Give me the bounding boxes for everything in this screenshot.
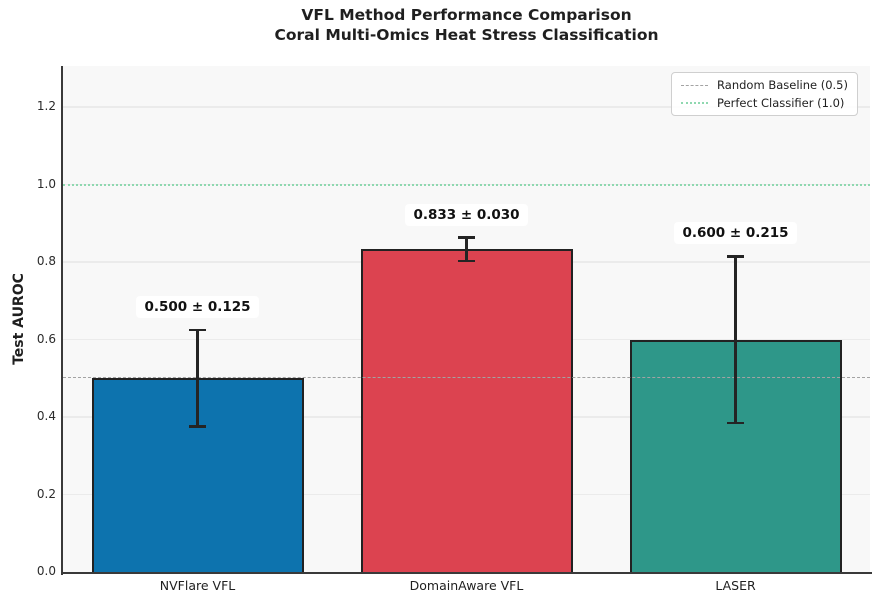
dashed-line-sample — [681, 84, 709, 86]
y-tick-label: 1.0 — [36, 176, 56, 191]
perfect-classifier-1-0-line — [63, 183, 870, 186]
error-bar-cap — [458, 259, 475, 263]
value-label-text: 0.500 ± 0.125 — [136, 295, 259, 318]
value-label: 0.833 ± 0.030 — [357, 203, 577, 226]
legend-entry-perfect-classifier: Perfect Classifier (1.0) — [681, 96, 848, 110]
error-bar-cap — [727, 254, 744, 258]
bottom-axis-spine — [61, 572, 872, 575]
y-tick-label: 0.8 — [36, 254, 56, 269]
legend-label: Random Baseline (0.5) — [717, 78, 848, 92]
legend: Random Baseline (0.5) Perfect Classifier… — [671, 72, 858, 116]
bar-domainaware-vfl — [360, 249, 573, 572]
error-bar-laser — [734, 256, 737, 423]
error-bar-cap — [189, 425, 206, 428]
y-tick-label: 0.4 — [36, 409, 56, 424]
value-label-text: 0.833 ± 0.030 — [405, 203, 528, 226]
error-bar-domainaware-vfl — [465, 237, 468, 261]
y-tick-label: 1.2 — [36, 99, 56, 114]
x-tick-label-laser: LASER — [715, 578, 756, 593]
error-bar-cap — [458, 236, 475, 239]
value-label-text: 0.600 ± 0.215 — [674, 222, 797, 245]
x-tick-label-nvflare-vfl: NVFlare VFL — [159, 578, 236, 593]
left-axis-spine — [61, 66, 64, 575]
x-tick-label-domainaware-vfl: DomainAware VFL — [409, 578, 524, 593]
value-label: 0.500 ± 0.125 — [88, 295, 308, 318]
y-tick-label: 0.6 — [36, 331, 56, 346]
legend-entry-random-baseline: Random Baseline (0.5) — [681, 78, 848, 92]
gridline — [63, 106, 870, 108]
y-axis-label: Test AUROC — [11, 273, 27, 365]
random-baseline-0-5-line — [63, 377, 870, 379]
plot-area: 0.500 ± 0.125 0.833 ± 0.030 0.600 ± 0.215 — [63, 66, 870, 572]
legend-label: Perfect Classifier (1.0) — [717, 96, 845, 110]
y-tick-label: 0.0 — [36, 564, 56, 578]
error-bar-cap — [189, 328, 206, 332]
chart-title-line-1: VFL Method Performance Comparison — [301, 6, 632, 24]
error-bar-nvflare-vfl — [196, 329, 199, 427]
y-tick-label: 0.2 — [36, 486, 56, 501]
error-bar-cap — [727, 421, 744, 425]
value-label: 0.600 ± 0.215 — [626, 222, 846, 245]
dotted-line-sample — [681, 102, 709, 104]
chart-title-line-2: Coral Multi-Omics Heat Stress Classifica… — [274, 26, 659, 44]
